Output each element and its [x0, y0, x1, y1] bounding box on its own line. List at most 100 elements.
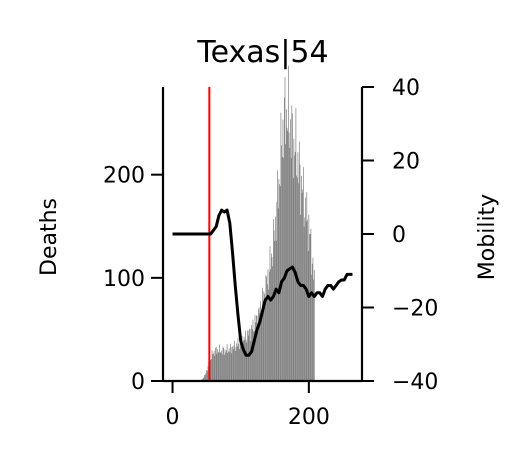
bar — [225, 352, 227, 381]
bar — [305, 221, 307, 381]
bar — [280, 112, 282, 381]
bar — [203, 377, 205, 381]
y2-tick-label: −20 — [392, 297, 438, 322]
bar — [234, 340, 235, 381]
bar — [285, 144, 287, 381]
right-axis-ticks: 40 20 0 −20 −40 — [362, 76, 438, 395]
bar — [256, 315, 258, 381]
bar — [220, 352, 222, 381]
bar — [215, 346, 217, 381]
bar — [287, 130, 289, 381]
bar — [271, 253, 272, 381]
bar — [257, 328, 259, 381]
bar — [259, 313, 261, 381]
bar — [215, 348, 216, 381]
bar — [241, 338, 242, 381]
bar — [221, 350, 222, 381]
bar — [307, 219, 308, 381]
bar — [270, 269, 272, 381]
bar — [226, 344, 228, 381]
bar — [288, 132, 290, 381]
bar — [261, 308, 263, 381]
bar — [277, 170, 278, 381]
bar — [304, 217, 306, 381]
bar — [249, 341, 251, 381]
bar — [214, 355, 216, 381]
bar — [309, 234, 311, 381]
bottom-axis-ticks: 0 200 — [166, 381, 330, 430]
bar — [266, 276, 267, 381]
bar — [282, 119, 284, 381]
bar — [239, 339, 241, 381]
y2-axis-label: Mobility — [475, 194, 500, 280]
bar — [311, 274, 312, 381]
bar — [275, 216, 276, 381]
bar — [275, 240, 277, 381]
bar — [243, 336, 245, 381]
bar — [247, 335, 249, 381]
bar — [300, 175, 302, 381]
bar — [292, 178, 294, 381]
bar — [268, 271, 270, 381]
bar — [229, 351, 231, 381]
bar — [309, 234, 310, 381]
bar — [260, 301, 261, 381]
bar — [271, 257, 273, 381]
bar — [273, 230, 275, 381]
bar — [219, 344, 220, 381]
bar — [277, 208, 279, 381]
bar — [269, 246, 271, 381]
y2-tick-label: 20 — [392, 150, 420, 175]
bar — [228, 351, 229, 381]
bar — [297, 152, 299, 381]
bar — [312, 257, 314, 381]
bar — [292, 113, 293, 381]
bar — [262, 287, 263, 381]
bar — [234, 350, 236, 381]
bar — [290, 119, 291, 381]
chart-title: Texas|54 — [196, 35, 328, 70]
bar — [211, 350, 213, 381]
bar — [206, 370, 208, 381]
bar — [295, 108, 297, 382]
bar — [217, 352, 219, 381]
bar — [240, 343, 242, 381]
bar — [298, 141, 300, 381]
bar — [242, 347, 244, 381]
y-axis-label: Deaths — [37, 198, 62, 276]
bar — [273, 219, 274, 381]
bar — [265, 275, 267, 381]
bar — [283, 157, 284, 381]
bar — [283, 97, 285, 381]
bar — [236, 346, 238, 381]
bar — [300, 214, 302, 381]
bar — [243, 340, 244, 381]
bar — [313, 270, 315, 381]
bar — [286, 109, 287, 381]
bar — [223, 354, 225, 381]
bar — [274, 240, 276, 381]
bar — [207, 365, 209, 381]
bar — [281, 145, 282, 381]
x-tick-label: 200 — [288, 405, 330, 430]
bar — [264, 293, 265, 381]
bar — [232, 346, 233, 381]
bar — [260, 316, 262, 381]
y2-tick-label: 0 — [392, 223, 406, 248]
bar — [213, 351, 215, 381]
bar — [303, 167, 304, 381]
bar — [222, 346, 224, 381]
bar — [281, 156, 283, 381]
bar — [212, 353, 214, 381]
bar — [255, 322, 257, 381]
bar — [313, 279, 314, 381]
bar — [262, 300, 264, 381]
bar — [303, 226, 305, 381]
bar — [253, 331, 255, 381]
bar — [310, 228, 312, 381]
bar — [236, 343, 237, 381]
bar — [237, 337, 239, 381]
left-axis-ticks: 0 100 200 — [103, 164, 163, 395]
x-tick-label: 0 — [166, 405, 180, 430]
